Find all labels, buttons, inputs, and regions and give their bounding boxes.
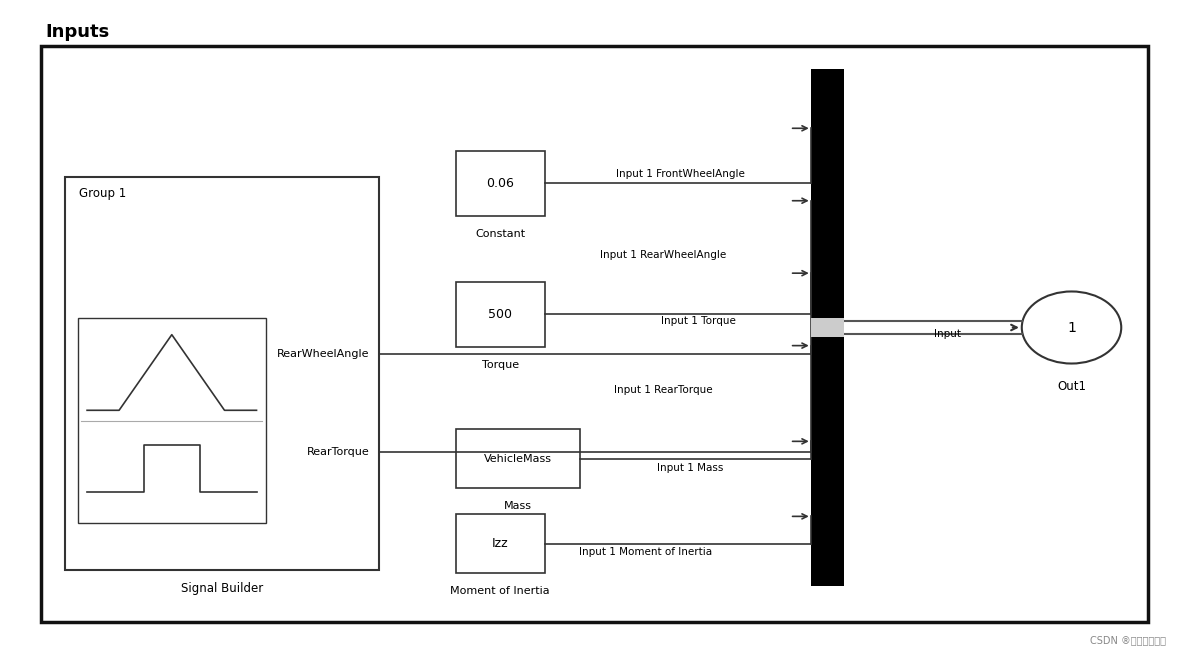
Bar (811, 318, 844, 337)
Text: Input 1 Mass: Input 1 Mass (657, 463, 723, 474)
Text: Torque: Torque (482, 360, 519, 370)
Text: Mass: Mass (504, 501, 532, 511)
Bar (456, 282, 545, 347)
Text: RearWheelAngle: RearWheelAngle (277, 348, 369, 359)
Text: Input: Input (934, 329, 960, 339)
Bar (456, 514, 545, 573)
Text: Input 1 RearTorque: Input 1 RearTorque (613, 384, 713, 395)
Text: VehicleMass: VehicleMass (484, 453, 552, 464)
Bar (41, 46, 1148, 622)
Text: Constant: Constant (475, 229, 526, 239)
Bar (456, 429, 580, 488)
Text: 1: 1 (1067, 320, 1076, 335)
Text: Inputs: Inputs (45, 23, 109, 41)
Text: RearTorque: RearTorque (307, 447, 369, 457)
Text: Input 1 FrontWheelAngle: Input 1 FrontWheelAngle (617, 168, 745, 179)
Bar (78, 318, 266, 523)
Text: Out1: Out1 (1057, 380, 1086, 393)
Bar (811, 69, 844, 586)
Text: Input 1 Moment of Inertia: Input 1 Moment of Inertia (579, 546, 712, 557)
Bar (65, 177, 379, 570)
Text: 0.06: 0.06 (487, 177, 514, 190)
Text: Signal Builder: Signal Builder (181, 582, 263, 595)
Text: Moment of Inertia: Moment of Inertia (450, 586, 551, 596)
Text: Izz: Izz (491, 537, 509, 550)
Text: Input 1 RearWheelAngle: Input 1 RearWheelAngle (600, 250, 726, 261)
Bar (456, 151, 545, 216)
Text: 500: 500 (488, 308, 513, 321)
Text: Input 1 Torque: Input 1 Torque (661, 316, 736, 326)
Text: Group 1: Group 1 (79, 187, 127, 200)
Text: CSDN ®电力系统代码: CSDN ®电力系统代码 (1090, 635, 1166, 645)
Ellipse shape (1022, 291, 1121, 364)
